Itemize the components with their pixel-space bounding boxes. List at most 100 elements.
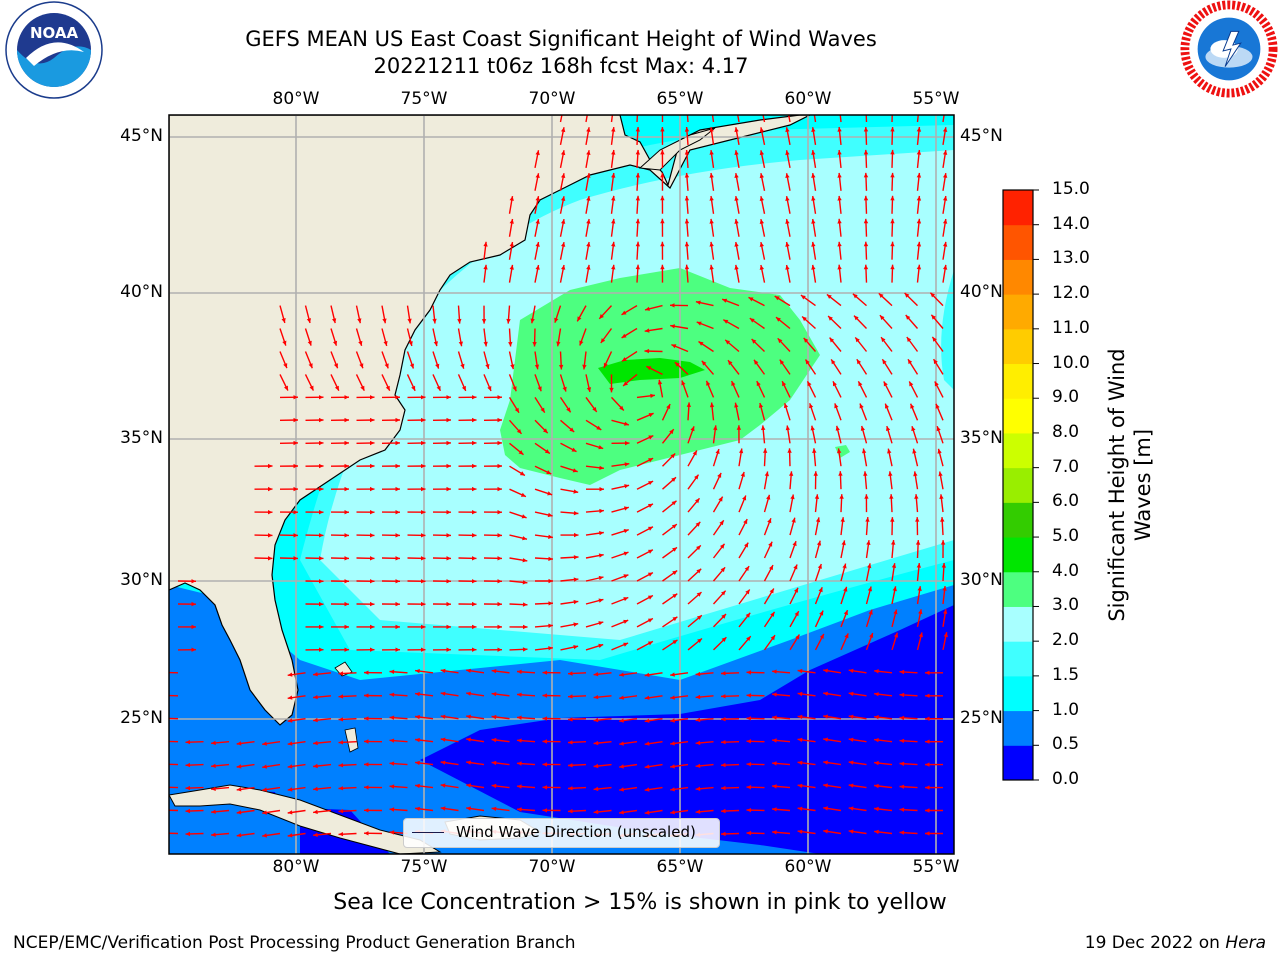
wind-arrow-head (306, 318, 311, 323)
wind-arrow-head (709, 127, 714, 132)
wind-arrow-head (874, 760, 879, 766)
wind-arrow-head (344, 440, 349, 446)
wind-arrow-head (611, 150, 616, 155)
wind-arrow-head (936, 426, 941, 432)
wind-arrow-head (913, 471, 918, 477)
wind-arrow-head (293, 533, 298, 538)
wind-arrow-head (660, 241, 665, 247)
wind-arrow-head (718, 496, 723, 502)
wind-arrow-head (817, 564, 822, 569)
colorbar-tick-label: 0.0 (1052, 769, 1080, 789)
lon-label-top: 80°W (272, 89, 320, 109)
wind-arrow-head (535, 173, 540, 178)
wind-arrow-head (440, 668, 446, 673)
wind-arrow-head (647, 618, 653, 623)
wind-arrow-head (734, 242, 739, 247)
wind-arrow-head (458, 341, 463, 347)
wind-arrow-head (382, 318, 387, 324)
wind-arrow (787, 115, 791, 123)
wind-arrow-head (938, 471, 943, 477)
wind-arrow-head (535, 196, 540, 201)
wind-arrow-head (792, 541, 797, 547)
wind-arrow-head (514, 407, 519, 413)
wind-arrow-head (940, 540, 946, 545)
wind-arrow-head (313, 672, 318, 677)
colorbar-frame (1002, 189, 1034, 781)
wind-arrow-head (818, 587, 823, 593)
wind-arrow-head (497, 510, 502, 515)
wind-arrow-head (709, 241, 714, 247)
wind-arrow-head (561, 219, 566, 224)
wind-arrow-head (856, 359, 862, 365)
wind-arrow-head (586, 173, 591, 178)
wind-arrow-head (446, 601, 451, 607)
wind-arrow-head (534, 364, 540, 370)
wind-arrow-head (696, 615, 702, 620)
wind-arrow-head (879, 315, 885, 320)
wind-arrow-head (684, 150, 690, 155)
wind-arrow-head (645, 306, 650, 311)
wind-arrow-head (759, 196, 764, 201)
wind-arrow-head (598, 553, 604, 558)
wind-arrow-head (506, 318, 511, 324)
wind-arrow-head (874, 669, 879, 674)
wind-arrow-head (848, 783, 854, 788)
wind-arrow-head (586, 196, 591, 201)
wind-arrow-head (599, 531, 604, 536)
wind-arrow-head (421, 417, 426, 423)
lon-label-top: 70°W (528, 89, 576, 109)
wind-arrow-head (666, 404, 671, 409)
wind-arrow-head (535, 219, 540, 224)
wind-arrow-head (364, 831, 369, 836)
wind-arrow-head (542, 716, 547, 721)
wind-arrow-head (746, 693, 752, 698)
wind-arrow-head (370, 556, 375, 561)
wind-arrow-head (573, 555, 579, 560)
wind-arrow-head (395, 510, 400, 515)
wind-arrow-head (446, 395, 451, 400)
wind-arrow-head (916, 150, 922, 155)
wind-arrow-head (185, 831, 191, 837)
colorbar-segment (1003, 224, 1033, 260)
wind-arrow-head (191, 624, 196, 630)
wind-arrow-head (268, 533, 273, 538)
wind-arrow-head (389, 784, 395, 789)
wind-arrow-head (281, 318, 286, 323)
wind-arrow-head (293, 417, 298, 423)
wind-arrow (169, 809, 179, 812)
wind-arrow-head (660, 149, 665, 155)
wind-arrow-head (293, 440, 298, 446)
wind-arrow-head (262, 764, 267, 769)
wind-arrow-head (648, 413, 654, 418)
wind-arrow-head (721, 762, 726, 768)
wind-arrow-head (644, 810, 650, 815)
wind-arrow-head (573, 645, 579, 650)
wind-arrow-head (695, 498, 700, 504)
wind-arrow-head (657, 379, 663, 385)
wind-arrow-head (586, 150, 591, 155)
wind-arrow-head (695, 809, 701, 814)
wind-arrow-head (717, 472, 722, 478)
wind-arrow-head (759, 219, 764, 224)
wind-arrow-head (670, 718, 675, 723)
wind-arrow-head (941, 563, 946, 568)
wind-arrow-head (768, 541, 773, 547)
wind-arrow-head (695, 521, 701, 527)
wind-arrow-head (344, 556, 349, 561)
wind-arrow-head (915, 517, 920, 522)
wind-arrow-head (370, 579, 375, 584)
wind-arrow-head (925, 693, 930, 698)
wind-arrow-head (785, 173, 790, 178)
wind-arrow-head (509, 242, 514, 247)
wind-arrow-head (268, 510, 273, 515)
wind-arrow-head (742, 495, 747, 501)
wind-arrow-head (508, 341, 513, 347)
wind-arrow-head (837, 172, 842, 178)
wind-arrow-head (268, 463, 273, 469)
wind-arrow-head (795, 634, 800, 640)
wind-arrow-head (660, 172, 665, 178)
wind-arrow-head (344, 463, 349, 469)
wind-arrow-head (713, 425, 718, 431)
wind-arrow-head (783, 403, 789, 409)
wind-arrow-head (916, 172, 922, 178)
